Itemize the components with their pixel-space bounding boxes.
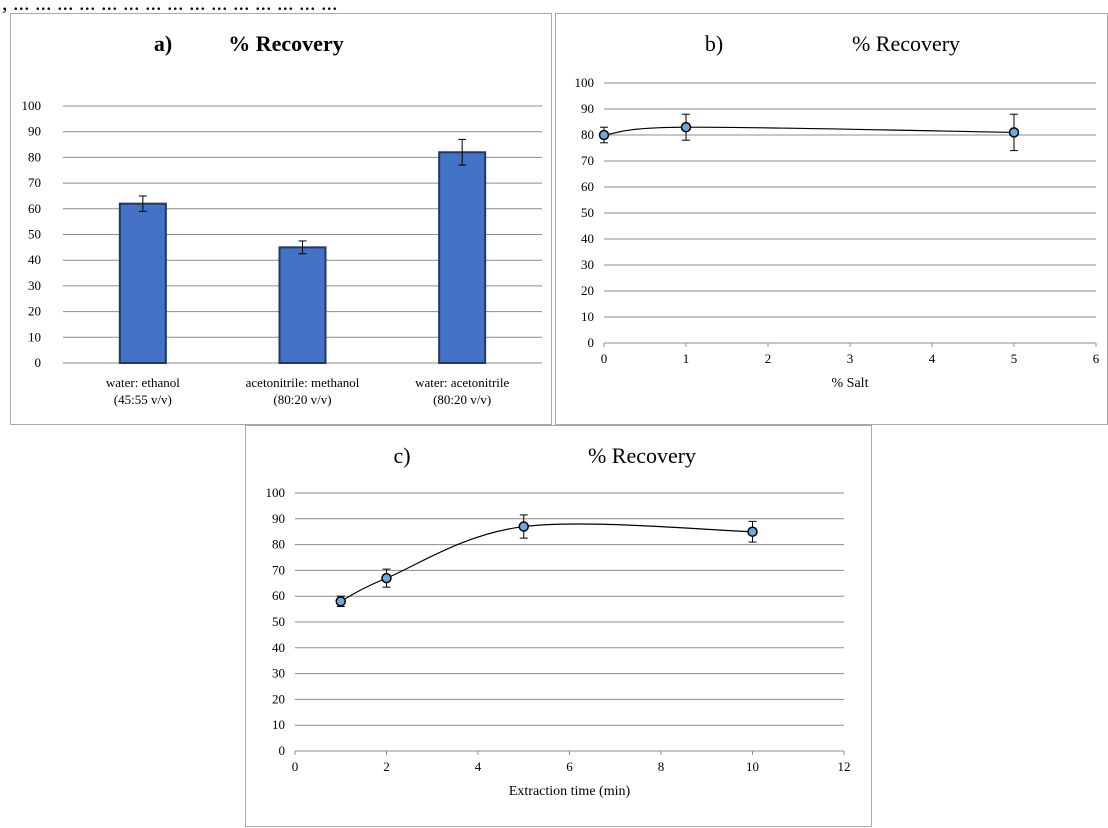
x-tick-label: 4 bbox=[475, 759, 482, 774]
y-tick-label: 10 bbox=[28, 329, 41, 344]
line-chart-b: b) % Recovery 0 10 20 30 40 50 60 70 80 90 100 0 1 2 3 4 5… bbox=[575, 31, 1100, 391]
y-tick-label: 90 bbox=[28, 124, 41, 139]
x-tick-label: 2 bbox=[765, 351, 772, 366]
y-tick-label: 30 bbox=[272, 666, 285, 681]
y-tick-label: 40 bbox=[581, 231, 594, 246]
y-tick-label: 40 bbox=[272, 640, 285, 655]
series-line bbox=[340, 523, 753, 602]
y-tick-label: 100 bbox=[266, 485, 286, 500]
data-point bbox=[680, 121, 692, 133]
y-tick-label: 100 bbox=[575, 75, 595, 90]
y-tick-label: 60 bbox=[272, 588, 285, 603]
y-tick-label: 30 bbox=[28, 278, 41, 293]
x-tick-label: water: ethanol bbox=[106, 375, 180, 390]
y-tick-label: 20 bbox=[272, 691, 285, 706]
chart-title: % Recovery bbox=[228, 31, 343, 56]
y-tick-label: 30 bbox=[581, 257, 594, 272]
panel-label: b) bbox=[705, 31, 723, 56]
data-point bbox=[518, 521, 529, 532]
x-tick-label: 2 bbox=[383, 759, 390, 774]
y-tick-label: 70 bbox=[272, 562, 285, 577]
x-tick-label: (45:55 v/v) bbox=[114, 392, 172, 407]
x-tick-label: 6 bbox=[566, 759, 573, 774]
y-tick-label: 0 bbox=[588, 335, 595, 350]
y-tick-label: 50 bbox=[272, 614, 285, 629]
cropped-header-text: , ... ... ... ... ... ... ... ... ... ..… bbox=[0, 0, 1108, 14]
x-tick-label: 12 bbox=[838, 759, 851, 774]
y-tick-label: 90 bbox=[272, 511, 285, 526]
x-tick-label: 10 bbox=[746, 759, 759, 774]
y-tick-label: 50 bbox=[28, 227, 41, 242]
chart-panel-b: b) % Recovery 0 10 20 30 40 50 60 70 80 90 100 0 1 2 3 4 5… bbox=[555, 13, 1108, 425]
chart-title: % Recovery bbox=[588, 443, 696, 468]
header-text: , ... ... ... ... ... ... ... ... ... ..… bbox=[2, 0, 338, 14]
x-tick-label: 3 bbox=[847, 351, 854, 366]
x-tick-label: acetonitrile: methanol bbox=[246, 375, 360, 390]
x-tick-label: 1 bbox=[683, 351, 690, 366]
chart-title: % Recovery bbox=[852, 31, 960, 56]
data-point bbox=[335, 596, 346, 607]
data-point bbox=[747, 526, 758, 537]
y-tick-label: 20 bbox=[28, 304, 41, 319]
y-tick-label: 100 bbox=[22, 98, 42, 113]
x-tick-label: 8 bbox=[658, 759, 665, 774]
x-tick-label: 0 bbox=[601, 351, 608, 366]
data-point bbox=[1008, 127, 1020, 138]
y-tick-label: 80 bbox=[28, 149, 41, 164]
y-tick-label: 20 bbox=[581, 283, 594, 298]
x-tick-label: 0 bbox=[292, 759, 299, 774]
y-tick-label: 50 bbox=[581, 205, 594, 220]
data-point bbox=[381, 572, 392, 584]
y-tick-label: 70 bbox=[28, 175, 41, 190]
panel-label: a) bbox=[154, 31, 172, 56]
x-tick-label: water: acetonitrile bbox=[415, 375, 509, 390]
y-tick-label: 60 bbox=[581, 179, 594, 194]
x-tick-label: (80:20 v/v) bbox=[433, 392, 491, 407]
panel-label: c) bbox=[393, 443, 410, 468]
x-tick-label: (80:20 v/v) bbox=[273, 392, 331, 407]
chart-panel-a: a) % Recovery 0 10 20 30 40 50 60 70 80 90 100 water:… bbox=[10, 13, 552, 425]
bar bbox=[278, 246, 327, 365]
bar-chart-a: a) % Recovery 0 10 20 30 40 50 60 70 80 90 100 water:… bbox=[22, 31, 542, 407]
bar bbox=[118, 202, 167, 364]
y-tick-label: 0 bbox=[279, 743, 286, 758]
series-line bbox=[603, 126, 1015, 136]
x-axis-label: Extraction time (min) bbox=[509, 784, 631, 799]
bar bbox=[438, 151, 487, 364]
y-tick-label: 60 bbox=[28, 201, 41, 216]
x-tick-label: 5 bbox=[1011, 351, 1018, 366]
line-chart-c: c) % Recovery 0 10 20 30 40 50 60 70 80 90 100 0 2 4 6 8 1… bbox=[266, 443, 851, 799]
data-point bbox=[598, 129, 610, 141]
y-tick-label: 70 bbox=[581, 153, 594, 168]
x-tick-label: 6 bbox=[1093, 351, 1100, 366]
x-axis-label: % Salt bbox=[832, 376, 869, 391]
y-tick-label: 80 bbox=[581, 127, 594, 142]
y-tick-label: 10 bbox=[581, 309, 594, 324]
y-tick-label: 10 bbox=[272, 717, 285, 732]
y-tick-label: 80 bbox=[272, 537, 285, 552]
y-tick-label: 0 bbox=[35, 355, 42, 370]
x-tick-label: 4 bbox=[929, 351, 936, 366]
chart-panel-c: c) % Recovery 0 10 20 30 40 50 60 70 80 90 100 0 2 4 6 8 1… bbox=[245, 425, 872, 827]
y-tick-label: 90 bbox=[581, 101, 594, 116]
y-tick-label: 40 bbox=[28, 252, 41, 267]
